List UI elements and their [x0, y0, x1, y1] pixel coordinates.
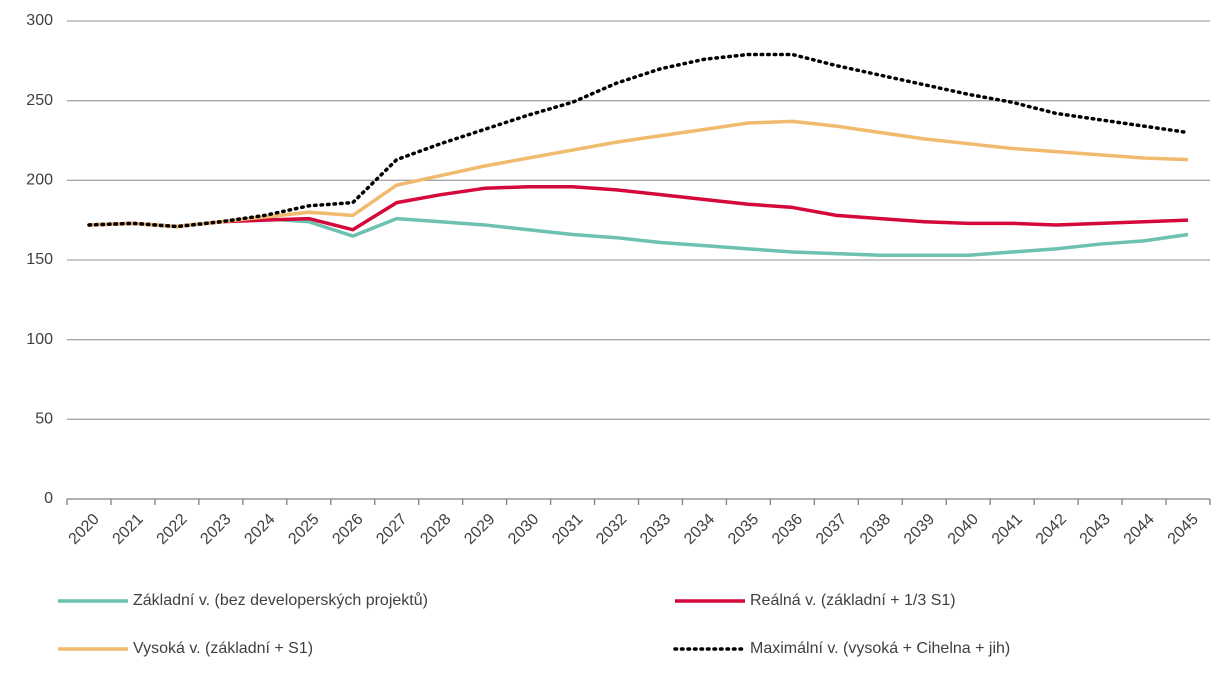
y-tick-label: 100: [26, 331, 53, 348]
legend-label: Maximální v. (vysoká + Cihelna + jih): [750, 640, 1010, 657]
x-tick-label: 2031: [549, 511, 586, 548]
series-line: [88, 184, 1189, 232]
x-tick-label: 2024: [241, 511, 278, 548]
x-tick-label: 2044: [1121, 511, 1158, 548]
x-tick-label: 2021: [110, 511, 147, 548]
x-tick-label: 2039: [901, 511, 938, 548]
x-tick-label: 2026: [329, 511, 366, 548]
y-tick-label: 50: [35, 411, 53, 428]
x-tick-label: 2038: [857, 511, 894, 548]
series-line: [87, 52, 1190, 229]
x-tick-label: 2043: [1077, 511, 1114, 548]
x-tick-label: 2032: [593, 511, 630, 548]
x-tick-label: 2025: [285, 511, 322, 548]
x-tick-label: 2042: [1033, 511, 1070, 548]
x-tick-label: 2020: [66, 511, 103, 548]
legend-label: Vysoká v. (základní + S1): [133, 640, 313, 657]
x-tick-label: 2029: [461, 511, 498, 548]
series-line: [88, 119, 1189, 229]
x-tick-label: 2041: [989, 511, 1026, 548]
x-tick-label: 2028: [417, 511, 454, 548]
y-tick-label: 200: [26, 172, 53, 189]
x-tick-label: 2022: [154, 511, 191, 548]
x-tick-label: 2030: [505, 511, 542, 548]
x-tick-label: 2045: [1165, 511, 1202, 548]
x-tick-label: 2034: [681, 511, 718, 548]
x-tick-label: 2035: [725, 511, 762, 548]
y-tick-label: 0: [44, 490, 53, 507]
x-tick-label: 2036: [769, 511, 806, 548]
x-tick-label: 2033: [637, 511, 674, 548]
x-tick-label: 2023: [197, 511, 234, 548]
x-tick-label: 2027: [373, 511, 410, 548]
y-tick-label: 250: [26, 92, 53, 109]
y-tick-label: 300: [26, 12, 53, 29]
legend-label: Základní v. (bez developerských projektů…: [133, 591, 428, 609]
x-tick-label: 2037: [813, 511, 850, 548]
x-tick-label: 2040: [945, 511, 982, 548]
y-tick-label: 150: [26, 251, 53, 268]
legend-label: Reálná v. (základní + 1/3 S1): [750, 592, 956, 609]
